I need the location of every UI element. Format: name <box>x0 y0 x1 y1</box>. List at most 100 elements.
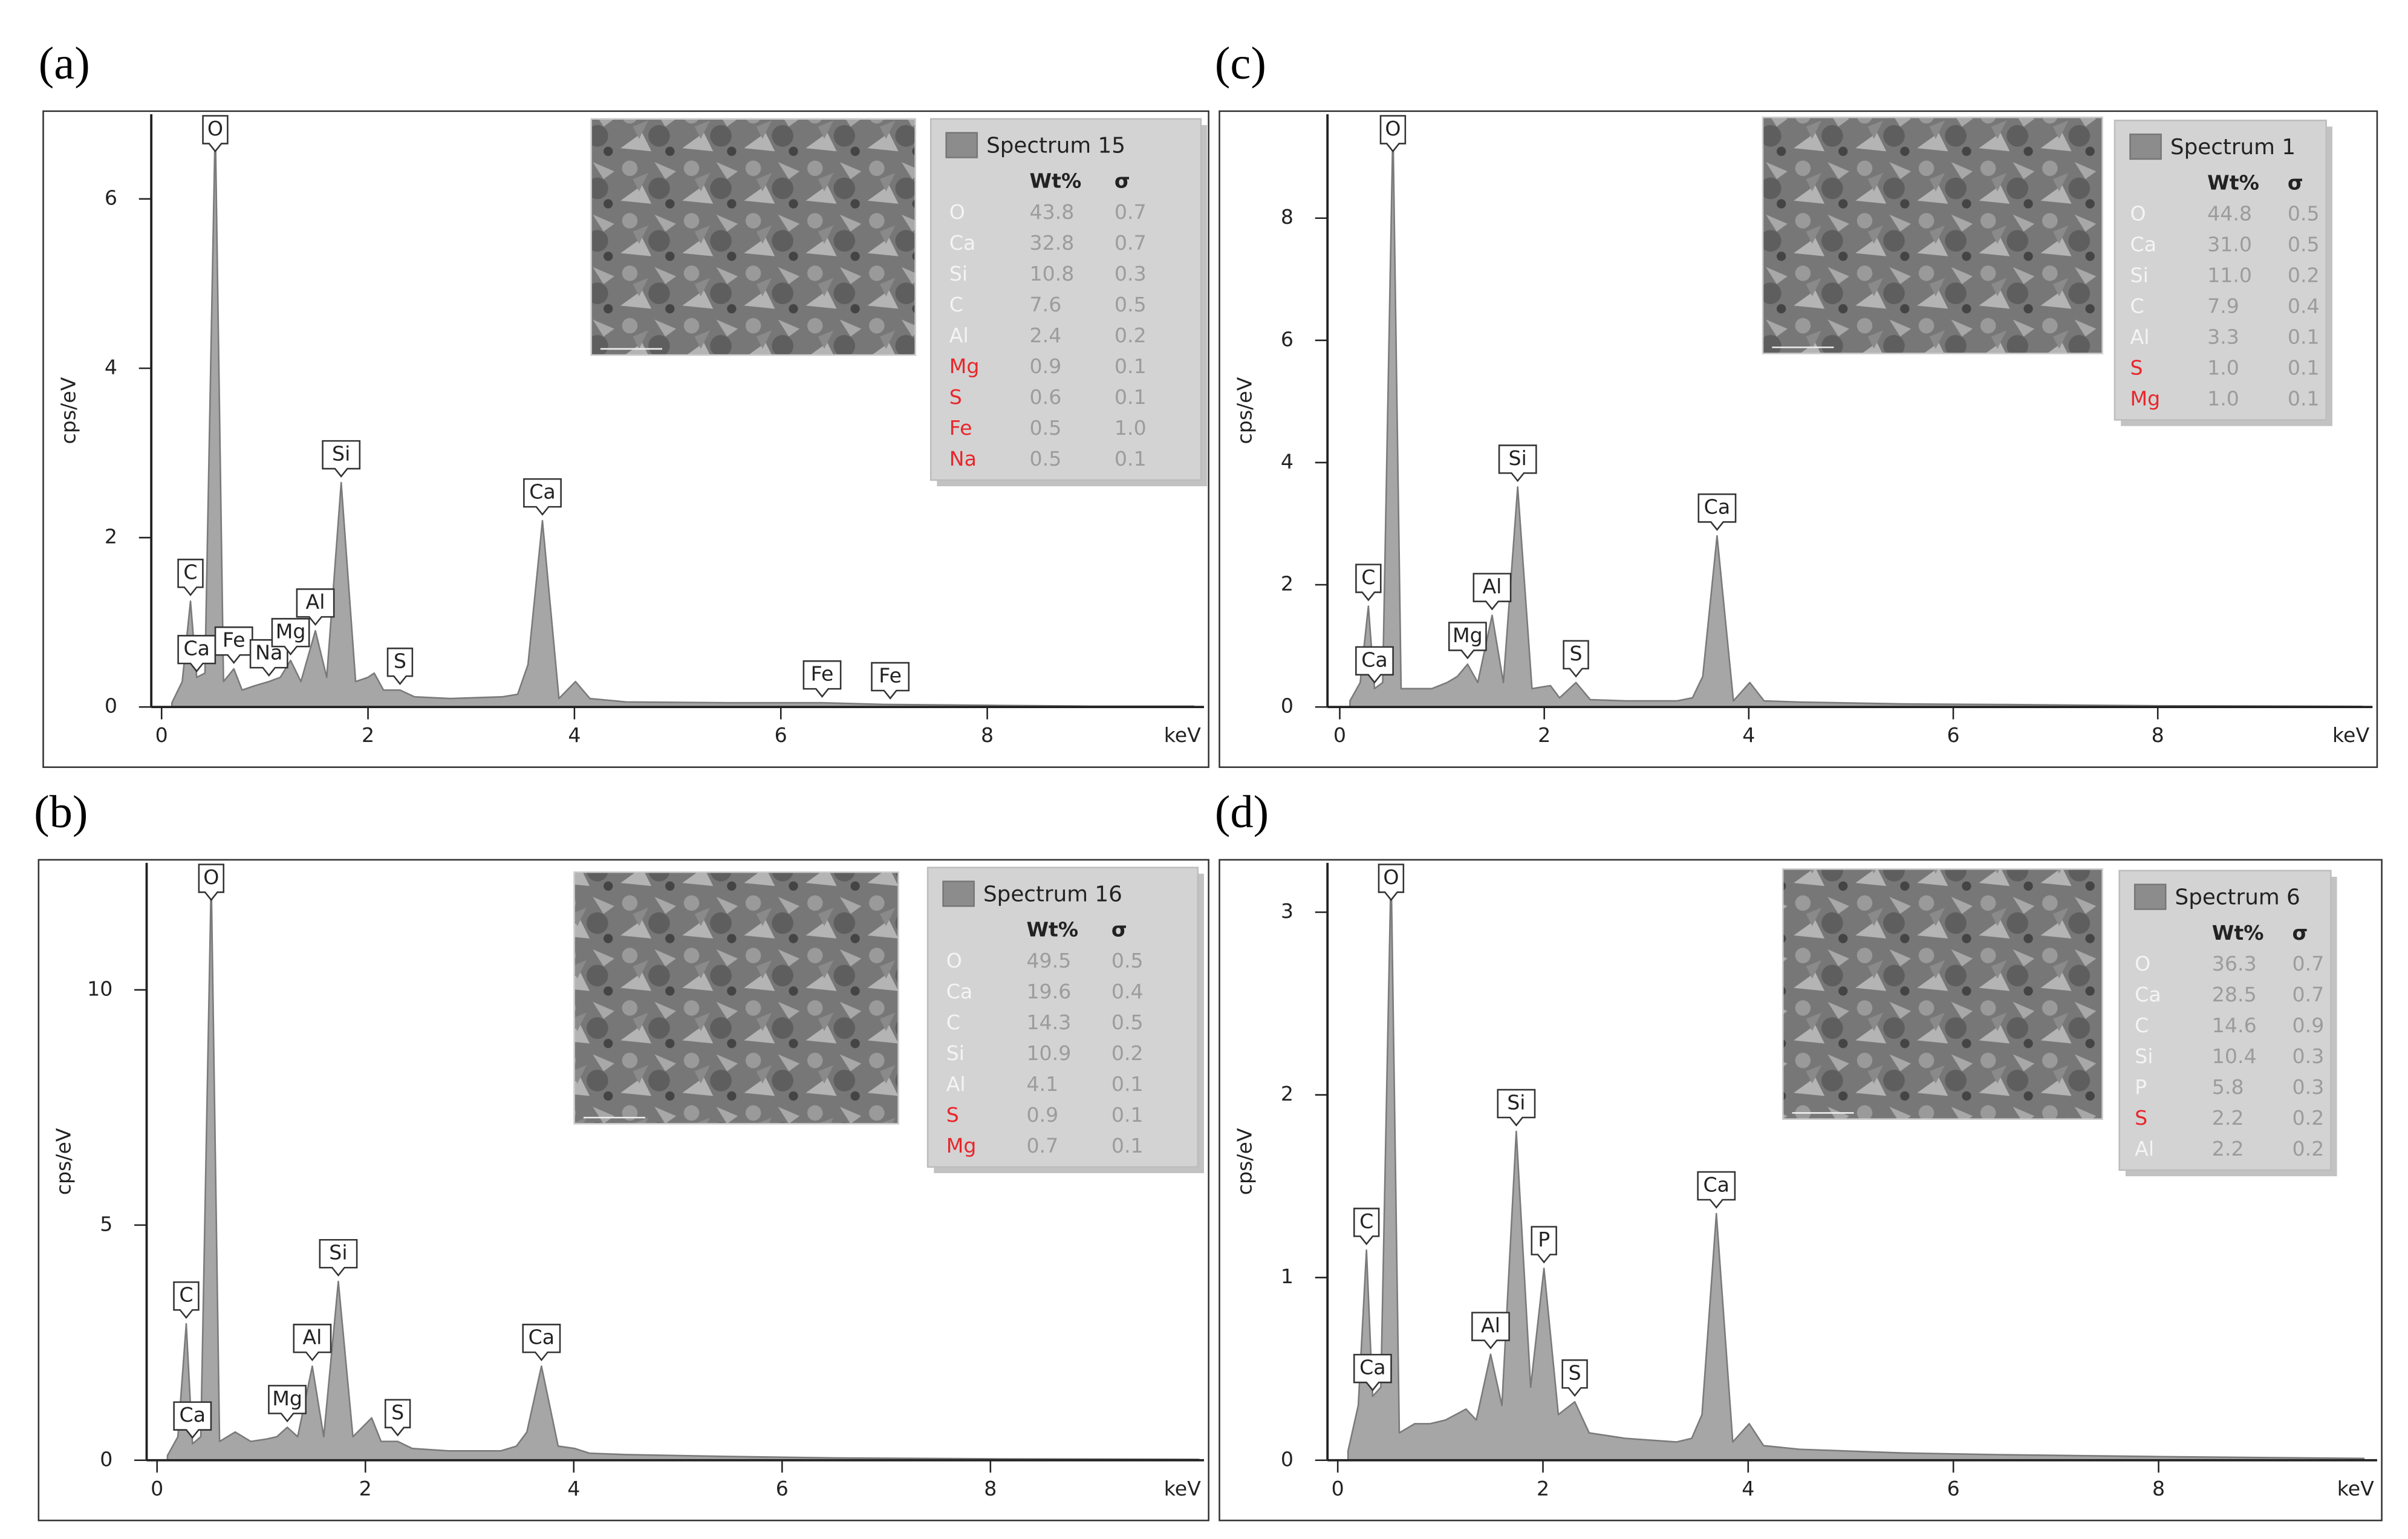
table-sigma: 0.5 <box>2288 201 2320 225</box>
table-sigma: 0.1 <box>2288 325 2320 349</box>
peak-callout: Fe <box>871 662 910 700</box>
peak-box <box>296 588 335 626</box>
peak-label: Ca <box>1361 648 1388 671</box>
x-tick-label: 0 <box>1332 1477 1344 1500</box>
peak-box <box>1697 493 1737 532</box>
peak-box <box>173 1281 200 1319</box>
peak-callout: Si <box>319 1239 358 1277</box>
peak-box <box>322 440 361 478</box>
table-sigma: 0.5 <box>1111 1010 1144 1034</box>
peak-callout: S <box>386 647 414 685</box>
x-tick-label: 8 <box>981 723 994 747</box>
x-tick-label: 4 <box>567 1477 580 1500</box>
table-sigma: 0.5 <box>2288 232 2320 256</box>
y-tick-label: 0 <box>100 1447 112 1471</box>
panel-title: (c) <box>1215 37 1266 89</box>
legend-label: Spectrum 16 <box>983 882 1122 907</box>
x-tick-label: 2 <box>362 723 374 747</box>
table-wt: 36.3 <box>2212 952 2257 975</box>
table-element: O <box>2130 201 2146 225</box>
table-element: Na <box>949 447 977 470</box>
table-sigma: 0.2 <box>2288 263 2320 287</box>
peak-label: S <box>391 1401 404 1424</box>
table-sigma: 0.5 <box>1111 949 1144 972</box>
table-header: σ <box>1115 169 1130 193</box>
table-wt: 7.6 <box>1030 293 1062 316</box>
peak-label: C <box>1359 1209 1373 1233</box>
y-tick-label: 8 <box>1281 205 1293 229</box>
table-element: Si <box>946 1041 965 1065</box>
table-wt: 31.0 <box>2207 232 2252 256</box>
peak-callout: Ca <box>1697 1171 1736 1209</box>
y-axis-label: cps/eV <box>56 377 80 444</box>
x-tick-label: 6 <box>1947 723 1959 747</box>
table-header: σ <box>2288 171 2303 194</box>
y-axis-label: cps/eV <box>52 1128 76 1195</box>
peak-callout: P <box>1531 1226 1557 1264</box>
peak-callout: Ca <box>1355 646 1394 684</box>
legend-box <box>929 118 1202 481</box>
legend-box <box>2114 119 2327 421</box>
y-tick-label: 5 <box>100 1212 112 1235</box>
peak-label: Al <box>302 1326 322 1349</box>
peak-label: Ca <box>529 480 556 504</box>
table-element: P <box>2135 1075 2147 1099</box>
peak-label: C <box>183 561 197 584</box>
peak-callout: Fe <box>802 660 842 698</box>
table-header: σ <box>2292 921 2308 945</box>
peak-box <box>802 660 842 698</box>
peak-label: Ca <box>1359 1356 1386 1379</box>
table-sigma: 0.3 <box>2292 1075 2325 1099</box>
sem-inset <box>590 118 916 356</box>
table-sigma: 0.1 <box>1111 1134 1144 1157</box>
table-wt: 3.3 <box>2207 325 2239 349</box>
x-tick-label: 0 <box>151 1477 163 1500</box>
table-element: Ca <box>949 231 976 255</box>
sem-inset <box>1762 116 2103 354</box>
x-tick-label: 4 <box>1742 1477 1754 1500</box>
table-wt: 44.8 <box>2207 201 2252 225</box>
panel-frame <box>37 859 1209 1521</box>
peak-box <box>177 558 204 596</box>
table-element: Si <box>949 262 968 285</box>
peak-box <box>319 1239 358 1277</box>
legend-label: Spectrum 1 <box>2170 135 2296 160</box>
peak-label: Si <box>332 442 350 466</box>
peak-box <box>1448 622 1487 660</box>
peak-box <box>1379 115 1407 153</box>
peak-label: Fe <box>811 662 834 686</box>
table-element: O <box>2135 952 2150 975</box>
y-tick-label: 0 <box>1281 694 1293 718</box>
peak-box <box>198 864 224 902</box>
peak-label: Fe <box>223 628 246 652</box>
y-tick-label: 4 <box>1281 449 1293 473</box>
peak-callout: Al <box>293 1324 332 1362</box>
peak-box <box>268 1385 307 1423</box>
peak-label: Ca <box>1703 1173 1730 1197</box>
panel-title: (b) <box>34 786 88 838</box>
peak-box <box>1563 640 1589 678</box>
x-tick-label: 6 <box>1947 1477 1960 1500</box>
table-wt: 49.5 <box>1026 949 1071 972</box>
legend-label: Spectrum 6 <box>2175 885 2300 910</box>
peak-callout: C <box>1353 1208 1380 1246</box>
y-tick-label: 10 <box>87 977 112 1000</box>
x-tick-label: 0 <box>155 723 168 747</box>
table-element: Al <box>946 1072 966 1096</box>
legend-box <box>926 867 1199 1168</box>
peak-callout: S <box>1563 640 1589 678</box>
peak-box <box>386 647 414 685</box>
peak-box <box>173 1401 212 1439</box>
table-wt: 10.9 <box>1026 1041 1071 1065</box>
table-element: Al <box>2130 325 2150 349</box>
peak-label: Fe <box>879 664 902 688</box>
peak-label: P <box>1538 1228 1550 1251</box>
peak-label: Si <box>1507 1091 1525 1114</box>
peak-box <box>1497 1088 1536 1127</box>
table-sigma: 0.3 <box>2292 1044 2325 1068</box>
table-element: C <box>949 293 963 316</box>
peak-label: Ca <box>180 1403 206 1427</box>
peak-label: Ca <box>1704 495 1731 519</box>
